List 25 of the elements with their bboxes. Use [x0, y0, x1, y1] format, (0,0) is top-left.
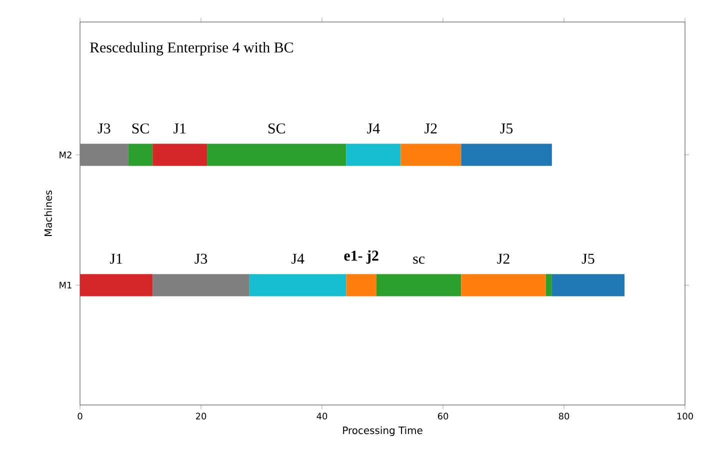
- text: Resceduling Enterprise 4 with BC: [90, 42, 293, 56]
- series-label: J1: [110, 254, 122, 264]
- series-label: sc: [413, 256, 425, 264]
- series-label: SC: [268, 123, 285, 134]
- x-tick-label: 80: [558, 412, 570, 420]
- y-tick-label: M1: [60, 282, 72, 288]
- series-label: J2: [424, 123, 437, 134]
- y-axis-title: Machines: [44, 190, 52, 236]
- x-axis-title: Processing Time: [343, 426, 422, 436]
- series-label: J5: [500, 124, 513, 134]
- series-label: J3: [194, 254, 208, 264]
- series-label: J2: [497, 254, 510, 264]
- x-tick-label: 20: [196, 412, 206, 420]
- series-label: J1: [174, 123, 186, 134]
- series-label: J4: [291, 254, 304, 264]
- x-tick-label: 100: [677, 412, 693, 420]
- series-label: SC: [132, 123, 149, 134]
- y-tick-label: M2: [60, 152, 72, 158]
- series-label: J5: [582, 254, 594, 264]
- series-label: J3: [98, 123, 110, 134]
- series-label: J4: [367, 124, 380, 134]
- series-label: e1- j2: [344, 250, 378, 264]
- x-tick-label: 60: [438, 412, 448, 420]
- x-tick-label: 40: [316, 412, 328, 420]
- x-tick-label: 0: [78, 412, 82, 420]
